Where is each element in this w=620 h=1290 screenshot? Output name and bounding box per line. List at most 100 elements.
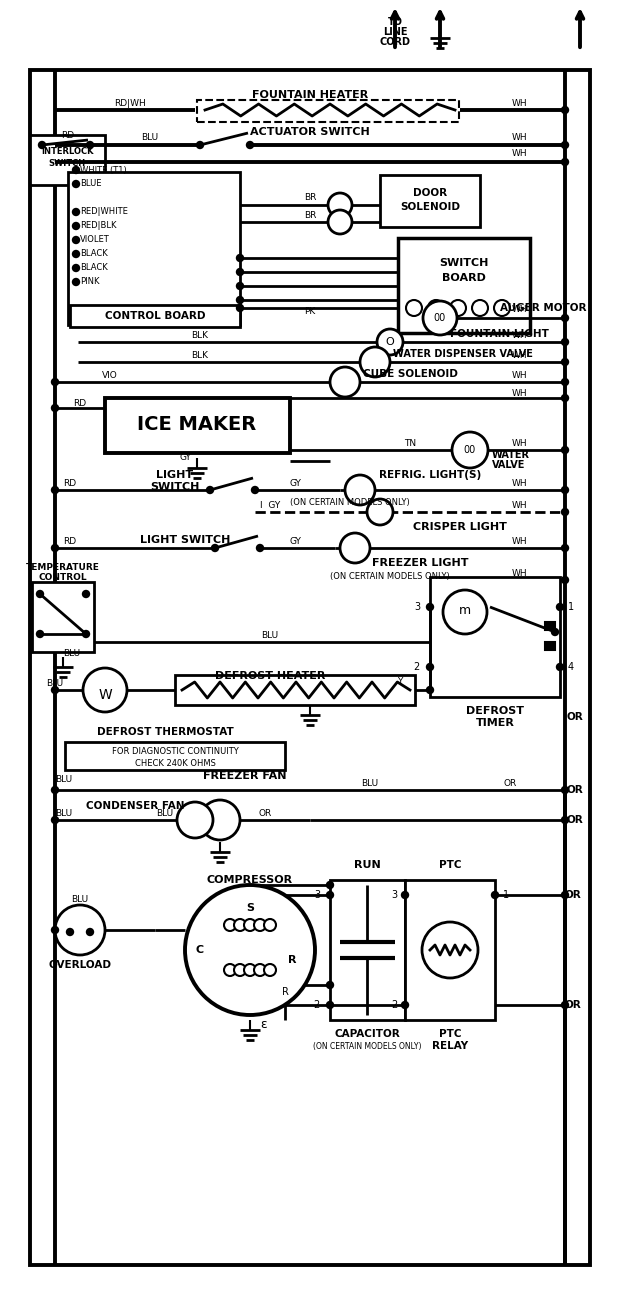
Circle shape [236, 283, 244, 289]
Text: (ON CERTAIN MODELS ONLY): (ON CERTAIN MODELS ONLY) [312, 1041, 421, 1050]
Text: BR: BR [304, 194, 316, 203]
Text: 3: 3 [414, 602, 420, 611]
Bar [330, 880, 405, 1020]
Circle shape [55, 906, 105, 955]
Circle shape [562, 359, 569, 365]
Text: LIGHT: LIGHT [156, 470, 193, 480]
Bar [65, 742, 285, 770]
Text: COMPRESSOR: COMPRESSOR [207, 875, 293, 885]
Circle shape [177, 802, 213, 838]
Text: WH: WH [512, 99, 528, 108]
Text: GY: GY [289, 479, 301, 488]
Circle shape [562, 787, 569, 793]
Text: FOUNTAIN LIGHT: FOUNTAIN LIGHT [450, 329, 549, 339]
Circle shape [562, 577, 569, 583]
Circle shape [264, 964, 276, 977]
Text: DEFROST: DEFROST [466, 706, 524, 716]
Text: BLU: BLU [141, 133, 159, 142]
Circle shape [73, 236, 79, 244]
Text: BLU: BLU [55, 775, 72, 784]
Text: REFRIG. LIGHT(S): REFRIG. LIGHT(S) [379, 470, 481, 480]
Text: DEFROST THERMOSTAT: DEFROST THERMOSTAT [97, 728, 233, 737]
Text: PK: PK [304, 307, 316, 316]
Circle shape [360, 347, 390, 377]
Circle shape [206, 486, 213, 494]
Circle shape [211, 544, 218, 552]
Text: SWITCH: SWITCH [150, 482, 200, 491]
Circle shape [37, 631, 43, 637]
Circle shape [73, 209, 79, 215]
Circle shape [557, 604, 564, 610]
Text: WH: WH [512, 370, 528, 379]
Text: WH: WH [512, 501, 528, 510]
Text: S: S [246, 903, 254, 913]
Circle shape [73, 250, 79, 258]
Circle shape [236, 268, 244, 276]
Text: TN: TN [404, 439, 416, 448]
Text: CUBE SOLENOID: CUBE SOLENOID [363, 369, 458, 379]
Text: 3: 3 [314, 890, 320, 900]
Circle shape [450, 301, 466, 316]
Text: DOOR: DOOR [413, 188, 447, 197]
Text: 1: 1 [568, 602, 574, 611]
Text: BLUE: BLUE [80, 179, 102, 188]
Circle shape [327, 881, 334, 889]
Circle shape [51, 926, 58, 934]
Circle shape [224, 964, 236, 977]
Circle shape [51, 544, 58, 552]
Circle shape [197, 142, 203, 148]
Text: LIGHT SWITCH: LIGHT SWITCH [140, 535, 230, 544]
Text: OR: OR [259, 809, 272, 818]
Circle shape [264, 918, 276, 931]
Text: SOLENOID: SOLENOID [400, 203, 460, 212]
Text: OR: OR [567, 815, 583, 826]
Text: OR: OR [567, 786, 583, 795]
Text: BLU: BLU [361, 778, 379, 787]
Circle shape [406, 301, 422, 316]
Circle shape [423, 301, 457, 335]
Text: 1: 1 [503, 890, 509, 900]
Circle shape [377, 329, 403, 355]
Bar [398, 237, 530, 333]
Circle shape [340, 533, 370, 562]
Text: C: C [196, 946, 204, 955]
Text: m: m [459, 604, 471, 617]
Text: I  GY: I GY [260, 501, 280, 510]
Circle shape [562, 508, 569, 516]
Bar [545, 642, 555, 650]
Text: OR: OR [503, 778, 516, 787]
Circle shape [492, 891, 498, 899]
Circle shape [402, 1001, 409, 1009]
Bar [405, 880, 495, 1020]
Bar [175, 675, 415, 706]
Circle shape [562, 395, 569, 401]
Text: Y: Y [397, 677, 402, 686]
Text: WH: WH [512, 150, 528, 159]
Text: RED|WHITE: RED|WHITE [80, 208, 128, 217]
Circle shape [236, 297, 244, 303]
Circle shape [422, 922, 478, 978]
Text: BLK: BLK [192, 330, 208, 339]
Circle shape [51, 405, 58, 412]
Text: WH: WH [512, 330, 528, 339]
Circle shape [87, 142, 94, 148]
Text: WATER DISPENSER VALVE: WATER DISPENSER VALVE [393, 350, 533, 359]
Text: ICE MAKER: ICE MAKER [138, 415, 257, 435]
Text: FREEZER LIGHT: FREEZER LIGHT [372, 559, 468, 568]
Text: WATER: WATER [492, 450, 530, 461]
Text: CRISPER LIGHT: CRISPER LIGHT [413, 522, 507, 531]
Text: CAPACITOR: CAPACITOR [334, 1029, 400, 1038]
Text: CONTROL BOARD: CONTROL BOARD [105, 311, 205, 321]
Text: 00: 00 [434, 313, 446, 322]
Circle shape [402, 891, 409, 899]
Text: GY: GY [289, 537, 301, 546]
Text: BLACK: BLACK [80, 249, 108, 258]
Circle shape [562, 891, 569, 899]
Text: AUGER MOTOR: AUGER MOTOR [500, 303, 587, 313]
Text: LINE: LINE [383, 27, 407, 37]
Text: WH: WH [512, 388, 528, 397]
Text: CONTROL: CONTROL [38, 574, 87, 583]
Bar [30, 135, 105, 184]
Text: 2: 2 [391, 1000, 397, 1010]
Text: BLU: BLU [46, 679, 64, 688]
